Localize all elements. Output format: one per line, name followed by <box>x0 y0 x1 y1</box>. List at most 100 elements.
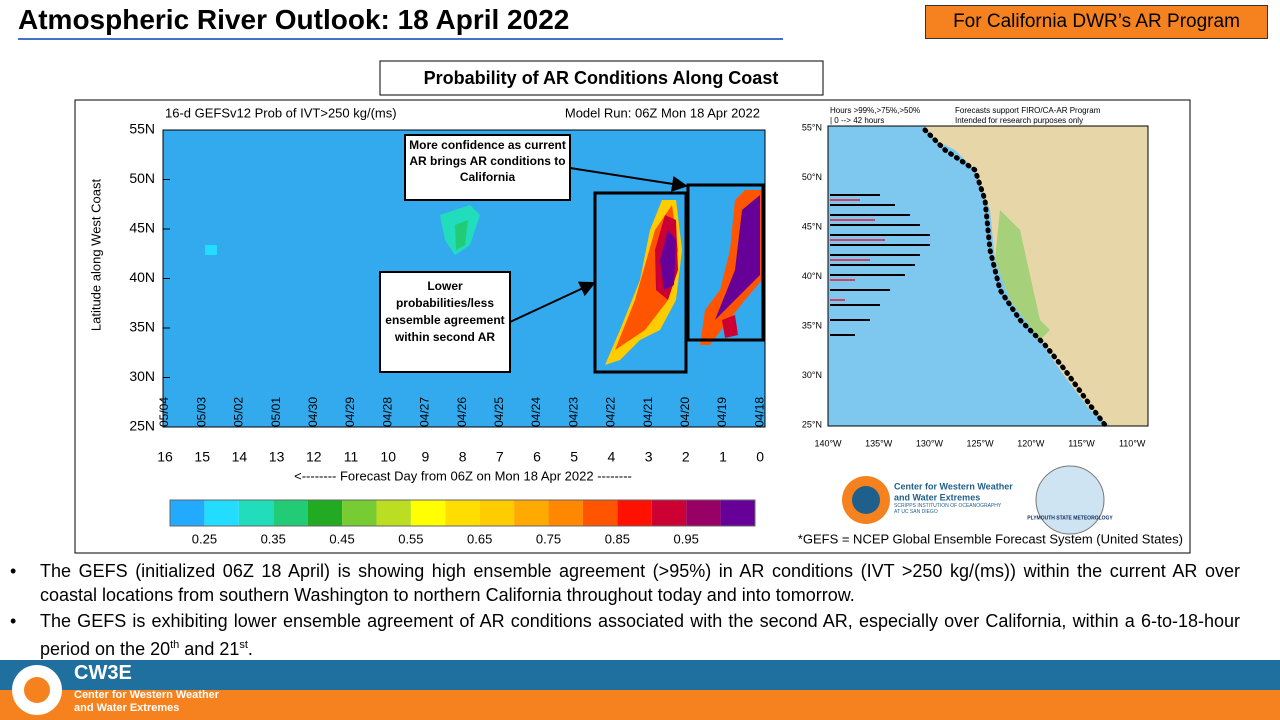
colorbar-frame <box>169 499 756 527</box>
day-label: 9 <box>422 449 430 465</box>
lon-label: 120°W <box>1017 438 1045 448</box>
colorbar-swatch <box>376 500 411 526</box>
logo-text: and Water Extremes <box>894 492 980 502</box>
date-label: 04/21 <box>641 397 655 427</box>
lat-label: 45°N <box>802 221 822 231</box>
map-legend: | 0 --> 42 hours <box>830 116 884 125</box>
lon-label: 135°W <box>865 438 893 448</box>
colorbar-label: 0.25 <box>192 531 217 546</box>
lon-label: 125°W <box>967 438 995 448</box>
colorbar-swatch <box>514 500 549 526</box>
lon-label: 140°W <box>814 438 842 448</box>
y-tick-label: 45N <box>129 220 155 236</box>
colorbar-swatch <box>170 500 205 526</box>
colorbar-swatch <box>204 500 239 526</box>
superscript: st <box>239 639 248 651</box>
y-tick-label: 50N <box>129 170 155 186</box>
date-label: 04/27 <box>418 397 432 427</box>
lat-label: 50°N <box>802 172 822 182</box>
map-bars <box>830 194 930 336</box>
day-label: 2 <box>682 449 690 465</box>
day-label: 14 <box>232 449 248 465</box>
colorbar-swatch <box>617 500 652 526</box>
colorbar-swatch <box>720 500 755 526</box>
y-tick-label: 25N <box>129 418 155 434</box>
footnote: *GEFS = NCEP Global Ensemble Forecast Sy… <box>798 531 1183 546</box>
day-label: 1 <box>719 449 727 465</box>
day-label: 8 <box>459 449 467 465</box>
colorbar-swatch <box>479 500 515 526</box>
footer-logo-drop <box>24 677 50 703</box>
bullet-text: The GEFS (initialized 06Z 18 April) is s… <box>40 561 1240 605</box>
arrow <box>569 167 688 192</box>
day-label: 7 <box>496 449 504 465</box>
footer-line: and Water Extremes <box>74 702 180 714</box>
logo-subtext-text: SCRIPPS INSTITUTION OF OCEANOGRAPHY AT U… <box>894 503 1002 515</box>
date-label: 05/01 <box>269 397 283 427</box>
superscript: th <box>170 639 180 651</box>
colorbar-label: 0.35 <box>261 531 286 546</box>
map-land <box>925 126 1148 426</box>
footer-name: CW3E <box>74 662 132 684</box>
day-label: 13 <box>269 449 285 465</box>
bullet: The GEFS (initialized 06Z 18 April) is s… <box>10 559 1240 607</box>
coast-points <box>922 127 1108 428</box>
date-label: 04/26 <box>455 397 469 427</box>
annotation-box <box>404 134 571 201</box>
figure: Probability of AR Conditions Along Coast… <box>74 60 1191 554</box>
footer: CW3E Center for Western Weather and Wate… <box>0 660 1280 720</box>
colorbar-swatch <box>273 500 308 526</box>
arrow <box>509 281 596 323</box>
date-label: 04/30 <box>306 397 320 427</box>
bullet-text: . <box>247 639 253 659</box>
day-label: 6 <box>533 449 541 465</box>
date-label: 04/19 <box>715 397 729 427</box>
bullet-text: The GEFS is exhibiting lower ensemble ag… <box>40 611 1240 659</box>
colorbar-swatch <box>582 500 618 526</box>
title-rule <box>18 38 783 40</box>
colorbar-swatch <box>410 500 446 526</box>
day-label: 15 <box>194 449 210 465</box>
map-frame <box>827 125 1149 427</box>
day-label: 16 <box>157 449 173 465</box>
date-label: 04/29 <box>343 397 357 427</box>
date-label: 04/28 <box>380 397 394 427</box>
logo-subtext: SCRIPPS INSTITUTION OF OCEANOGRAPHY AT U… <box>894 503 1002 515</box>
date-label: 05/03 <box>194 397 208 427</box>
logo-text: PLYMOUTH STATE METEOROLOGY <box>1027 515 1113 521</box>
lat-label: 55°N <box>802 122 822 132</box>
y-tick-label: 55N <box>129 121 155 137</box>
day-label: 11 <box>344 449 359 465</box>
lat-label: 25°N <box>802 419 822 429</box>
colorbar-label: 0.45 <box>329 531 354 546</box>
map-forest <box>995 210 1050 340</box>
colorbar-label: 0.85 <box>605 531 630 546</box>
y-tick-label: 30N <box>129 368 155 384</box>
date-label: 04/25 <box>492 397 506 427</box>
cw3e-logo-inner <box>852 486 880 514</box>
colorbar-swatch <box>651 500 687 526</box>
day-label: 5 <box>570 449 578 465</box>
day-label: 3 <box>645 449 653 465</box>
colorbar-label: 0.65 <box>467 531 492 546</box>
annotation-text: Lower probabilities/less ensemble agreem… <box>385 279 505 344</box>
date-label: 05/02 <box>232 397 246 427</box>
lat-label: 35°N <box>802 320 822 330</box>
annotation-text: More confidence as current AR brings AR … <box>409 138 566 184</box>
colorbar-label: 0.75 <box>536 531 561 546</box>
lon-label: 110°W <box>1119 438 1146 448</box>
lat-label: 30°N <box>802 370 822 380</box>
colorbar-swatch <box>307 500 343 526</box>
badge: For California DWR’s AR Program <box>925 5 1268 39</box>
colorbar-swatch <box>548 500 583 526</box>
footer-logo <box>12 665 62 715</box>
lon-label: 115°W <box>1068 438 1095 448</box>
annotation: Lower probabilities/less ensemble agreem… <box>385 279 505 344</box>
lon-label: 130°W <box>916 438 944 448</box>
date-label: 04/23 <box>566 397 580 427</box>
colorbar-label: 0.55 <box>398 531 423 546</box>
date-label: 04/24 <box>529 397 543 427</box>
annotation: More confidence as current AR brings AR … <box>409 138 566 184</box>
map-labels: Hours >99%,>75%,>50%| 0 --> 42 hours Fore… <box>802 106 1146 448</box>
